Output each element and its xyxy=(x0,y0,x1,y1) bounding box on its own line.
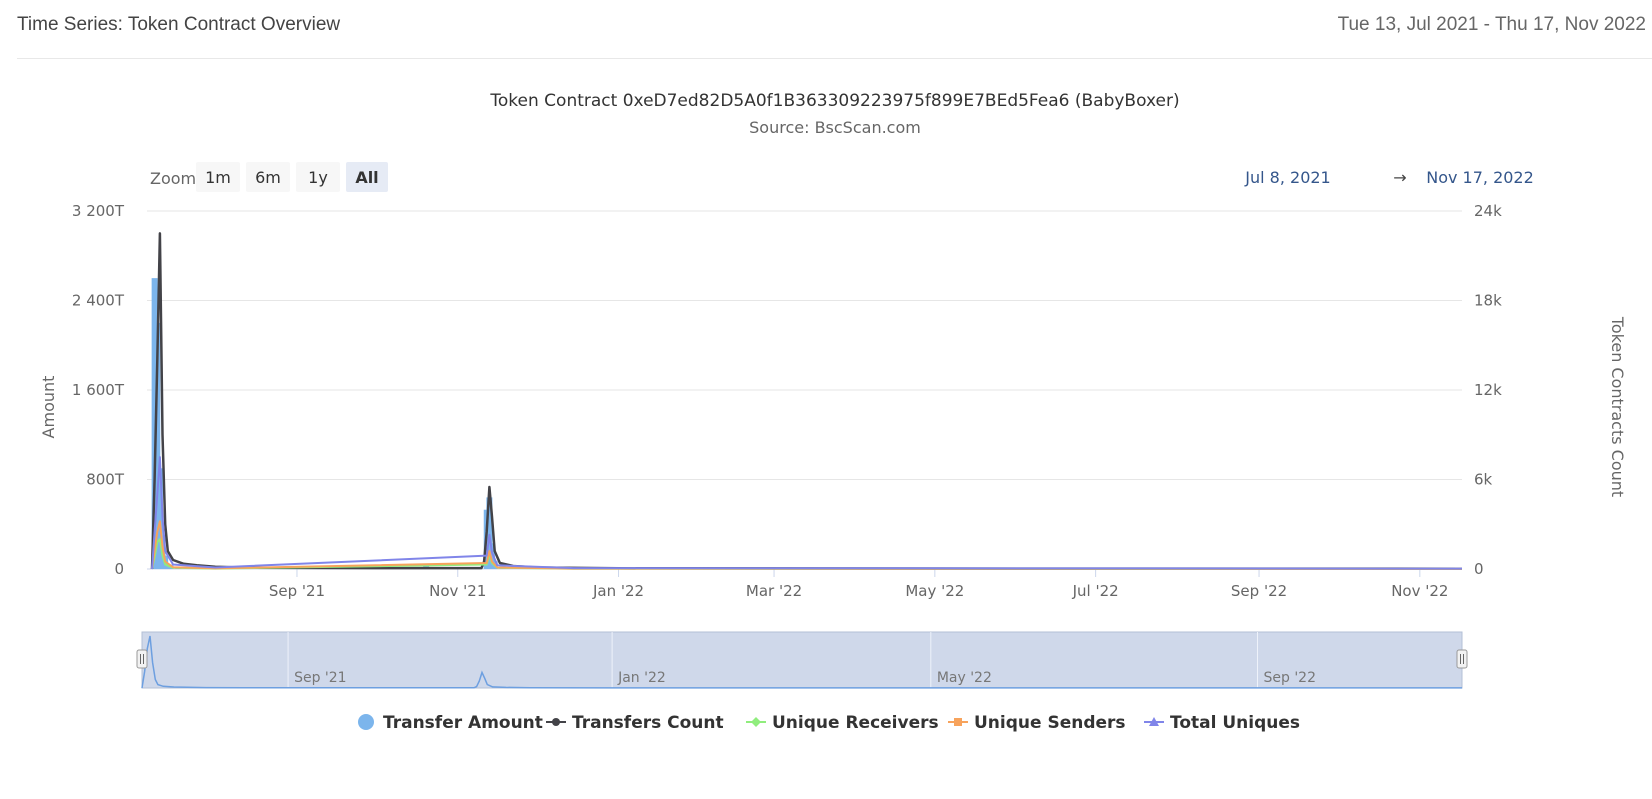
zoom-button-bg xyxy=(246,162,290,192)
bar[interactable] xyxy=(156,468,163,569)
range-display: Jul 8, 2021 → Nov 17, 2022 xyxy=(1244,168,1534,187)
zoom-button-label: 1y xyxy=(308,168,328,187)
navigator[interactable]: Sep '21 Jan '22 May '22 Sep '22 xyxy=(136,631,1468,689)
x-tick-label: Jul '22 xyxy=(1072,582,1119,600)
bar[interactable] xyxy=(486,497,493,569)
legend-marker xyxy=(1149,717,1159,726)
plot-grid xyxy=(147,210,1462,570)
navigator-handle-right[interactable] xyxy=(1456,649,1468,669)
zoom-button-bg xyxy=(346,162,388,192)
series-transfer-amount xyxy=(151,278,1263,569)
handle-body xyxy=(136,649,148,669)
chart-subtitle: Source: BscScan.com xyxy=(749,118,921,137)
y-left-tick-label: 0 xyxy=(114,560,124,578)
zoom-button-bg xyxy=(296,162,340,192)
y-axis-left-title: Amount xyxy=(39,376,58,439)
navigator-series xyxy=(141,635,1462,689)
x-tick-label: Nov '22 xyxy=(1391,582,1448,600)
header-divider xyxy=(17,58,1652,59)
zoom-button-1m[interactable]: 1m xyxy=(196,162,240,192)
zoom-button-label: 1m xyxy=(205,168,231,187)
zoom-button-1y[interactable]: 1y xyxy=(296,162,340,192)
series-unique-senders xyxy=(151,520,1463,570)
series-line[interactable] xyxy=(151,538,1463,570)
legend-item-unique-receivers[interactable]: Unique Receivers xyxy=(746,713,939,733)
x-tick-label: Nov '21 xyxy=(429,582,486,600)
y-axis-right-title: Token Contracts Count xyxy=(1608,316,1627,497)
zoom-button-label: 6m xyxy=(255,168,281,187)
x-tick-label: Mar '22 xyxy=(746,582,802,600)
y-axis-right: 0 6k 12k 18k 24k xyxy=(1474,202,1502,578)
series-unique-receivers xyxy=(151,538,1463,570)
series-line[interactable] xyxy=(151,456,1463,570)
legend-item-total-uniques[interactable]: Total Uniques xyxy=(1144,713,1300,733)
legend-marker xyxy=(954,718,962,726)
legend-symbol xyxy=(358,714,374,730)
series-line[interactable] xyxy=(150,232,1463,570)
y-left-tick-label: 1 600T xyxy=(72,381,125,399)
bar[interactable] xyxy=(489,543,496,569)
x-tick-label: Sep '22 xyxy=(1231,582,1287,600)
x-tick-label: Sep '21 xyxy=(269,582,325,600)
legend-marker xyxy=(751,717,761,727)
zoom-label: Zoom xyxy=(150,169,196,188)
y-right-tick-label: 6k xyxy=(1474,471,1493,489)
x-axis: Sep '21 Nov '21 Jan '22 Mar '22 May '22 Jul '… xyxy=(269,569,1448,600)
series-total-uniques xyxy=(151,456,1463,570)
legend-item-unique-senders[interactable]: Unique Senders xyxy=(948,713,1126,733)
legend-item-transfer-amount[interactable]: Transfer Amount xyxy=(358,713,543,733)
series-group xyxy=(150,232,1463,570)
handle-body xyxy=(1456,649,1468,669)
date-range: Tue 13, Jul 2021 - Thu 17, Nov 2022 xyxy=(1337,14,1646,35)
legend-item-transfers-count[interactable]: Transfers Count xyxy=(546,713,724,733)
y-right-tick-label: 24k xyxy=(1474,202,1502,220)
legend: Transfer Amount Transfers Count Unique Rec… xyxy=(358,713,1300,733)
legend-marker xyxy=(552,718,560,726)
navigator-tick-label: May '22 xyxy=(937,670,992,686)
y-left-tick-label: 3 200T xyxy=(72,202,125,220)
navigator-mask[interactable] xyxy=(141,631,1463,689)
bar[interactable] xyxy=(154,322,161,569)
legend-label: Unique Senders xyxy=(974,713,1126,733)
range-arrow: → xyxy=(1393,168,1406,187)
range-from[interactable]: Jul 8, 2021 xyxy=(1244,168,1330,187)
y-right-tick-label: 18k xyxy=(1474,292,1502,310)
y-right-tick-label: 12k xyxy=(1474,381,1502,399)
legend-label: Total Uniques xyxy=(1170,713,1300,733)
y-left-tick-label: 2 400T xyxy=(72,292,125,310)
x-tick-label: Jan '22 xyxy=(592,582,644,600)
series-transfers-count xyxy=(150,232,1463,570)
navigator-tick-label: Sep '21 xyxy=(294,670,347,686)
navigator-handle-left[interactable] xyxy=(136,649,148,669)
zoom-control: Zoom 1m 6m 1y All xyxy=(150,162,388,192)
zoom-button-6m[interactable]: 6m xyxy=(246,162,290,192)
zoom-button-label: All xyxy=(355,168,378,187)
navigator-tick-label: Sep '22 xyxy=(1263,670,1316,686)
x-tick-label: May '22 xyxy=(905,582,964,600)
y-axis-left: 0 800T 1 600T 2 400T 3 200T xyxy=(72,202,125,578)
zoom-button-all[interactable]: All xyxy=(346,162,388,192)
navigator-tick-label: Jan '22 xyxy=(617,670,666,686)
legend-label: Unique Receivers xyxy=(772,713,939,733)
legend-label: Transfer Amount xyxy=(383,713,543,733)
chart-title: Token Contract 0xeD7ed82D5A0f1B363309223… xyxy=(489,91,1179,111)
zoom-button-bg xyxy=(196,162,240,192)
page-header: Time Series: Token Contract Overview Tue… xyxy=(0,0,1652,59)
range-to[interactable]: Nov 17, 2022 xyxy=(1426,168,1534,187)
legend-label: Transfers Count xyxy=(572,713,724,733)
y-right-tick-label: 0 xyxy=(1474,560,1484,578)
page-title: Time Series: Token Contract Overview xyxy=(17,14,341,35)
y-left-tick-label: 800T xyxy=(86,471,125,489)
series-line[interactable] xyxy=(151,520,1463,570)
